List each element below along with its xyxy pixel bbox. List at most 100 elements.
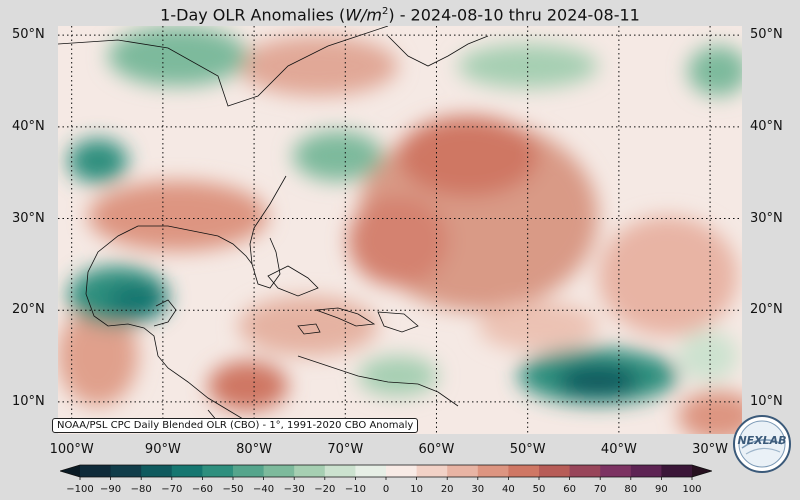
colorbar-segment [202,465,234,477]
negative-anomaly-region [688,46,742,96]
colorbar-segment [539,465,571,477]
colorbar-segment [600,465,632,477]
positive-anomaly-region [598,216,738,336]
colorbar-tick-label: 30 [471,484,485,495]
colorbar-tick-label: 20 [440,484,454,495]
longitude-label: 30°W [692,442,729,457]
colorbar-segment [569,465,601,477]
latitude-label-left: 30°N [12,210,45,226]
positive-anomaly-region [678,391,742,434]
colorbar-segment [324,465,356,477]
longitude-label: 70°W [327,442,364,457]
latitude-label-left: 40°N [12,118,45,134]
colorbar-segment [386,465,418,477]
anomaly-field [58,26,742,434]
colorbar-svg [58,464,714,480]
positive-anomaly-region [238,296,378,356]
colorbar-tick-label: −60 [191,484,213,495]
map-title: 1-Day OLR Anomalies (W/m2) - 2024-08-10 … [160,5,640,25]
longitude-label: 100°W [49,442,94,457]
latitude-label-right: 20°N [750,302,783,318]
longitude-label: 40°W [600,442,637,457]
colorbar-tick-label: −10 [344,484,366,495]
negative-anomaly-region [293,131,383,181]
colorbar-tick-label: 60 [563,484,576,495]
longitude-label: 50°W [509,442,546,457]
colorbar [58,462,714,498]
positive-anomaly-region [58,306,138,406]
latitude-label-left: 20°N [12,302,45,318]
colorbar-segment [447,465,479,477]
negative-anomaly-region [68,139,128,183]
coastline-path [297,355,459,407]
coastline-path [377,311,419,333]
colorbar-segment [80,465,112,477]
coastline-path [315,307,376,327]
colorbar-tick-label: 10 [410,484,423,495]
longitude-label: 80°W [236,442,273,457]
negative-anomaly-region [558,365,638,397]
negative-anomaly-region [678,331,738,381]
colorbar-segment [141,465,173,477]
colorbar-tick-label: −20 [314,484,336,495]
negative-anomaly-region [358,356,438,396]
positive-anomaly-region [348,196,448,286]
colorbar-segment [416,465,448,477]
coastline-path [297,323,321,335]
nexlab-logo-graphic: NEXLAB [733,415,791,473]
longitude-label: 90°W [144,442,181,457]
colorbar-tick-label: 80 [624,484,638,495]
colorbar-tick-label: −70 [161,484,183,495]
olr-anomaly-map [58,26,742,434]
colorbar-segment [233,465,265,477]
latitude-label-right: 50°N [750,27,783,43]
negative-anomaly-region [108,26,248,86]
nexlab-logo: NEXLAB [732,414,792,474]
colorbar-tick-label: −40 [253,484,275,495]
negative-anomaly-region [108,283,168,319]
coastline-path [267,265,319,297]
graticule [58,26,742,434]
colorbar-tick-label: −80 [130,484,152,495]
coastline-path [85,175,287,427]
colorbar-tick-label: −50 [222,484,244,495]
colorbar-segment [477,465,509,477]
colorbar-max-extension [692,465,712,477]
coastline-path [387,35,489,67]
colorbar-min-extension [60,465,80,477]
colorbar-tick-label: 40 [502,484,515,495]
colorbar-tick-label: 0 [382,484,390,495]
colorbar-segment [171,465,203,477]
latitude-label-left: 10°N [12,393,45,409]
colorbar-segment [661,465,693,477]
positive-anomaly-region [208,361,288,411]
map-canvas [58,26,742,434]
latitude-label-right: 30°N [750,210,783,226]
positive-anomaly-region [398,116,538,196]
coastline-path [251,237,281,289]
data-source-note: NOAA/PSL CPC Daily Blended OLR (CBO) - 1… [52,418,419,433]
longitude-label: 60°W [418,442,455,457]
colorbar-segment [355,465,387,477]
coastlines [58,26,489,431]
colorbar-segment [294,465,326,477]
colorbar-segment [110,465,142,477]
colorbar-tick-label: 90 [655,484,668,495]
latitude-label-right: 40°N [750,118,783,134]
positive-anomaly-region [478,301,598,351]
positive-anomaly-region [88,181,268,251]
colorbar-tick-label: 100 [682,484,702,495]
colorbar-tick-label: 70 [593,484,607,495]
latitude-label-left: 50°N [12,27,45,43]
colorbar-segment [263,465,295,477]
coastline-path [58,26,389,107]
colorbar-segment [630,465,662,477]
colorbar-tick-label: −30 [283,484,305,495]
colorbar-segment [508,465,540,477]
negative-anomaly-region [458,44,598,88]
svg-text:NEXLAB: NEXLAB [737,434,786,447]
colorbar-tick-label: −100 [66,484,94,495]
colorbar-tick-label: 50 [532,484,546,495]
positive-anomaly-region [238,36,398,96]
colorbar-tick-label: −90 [100,484,122,495]
